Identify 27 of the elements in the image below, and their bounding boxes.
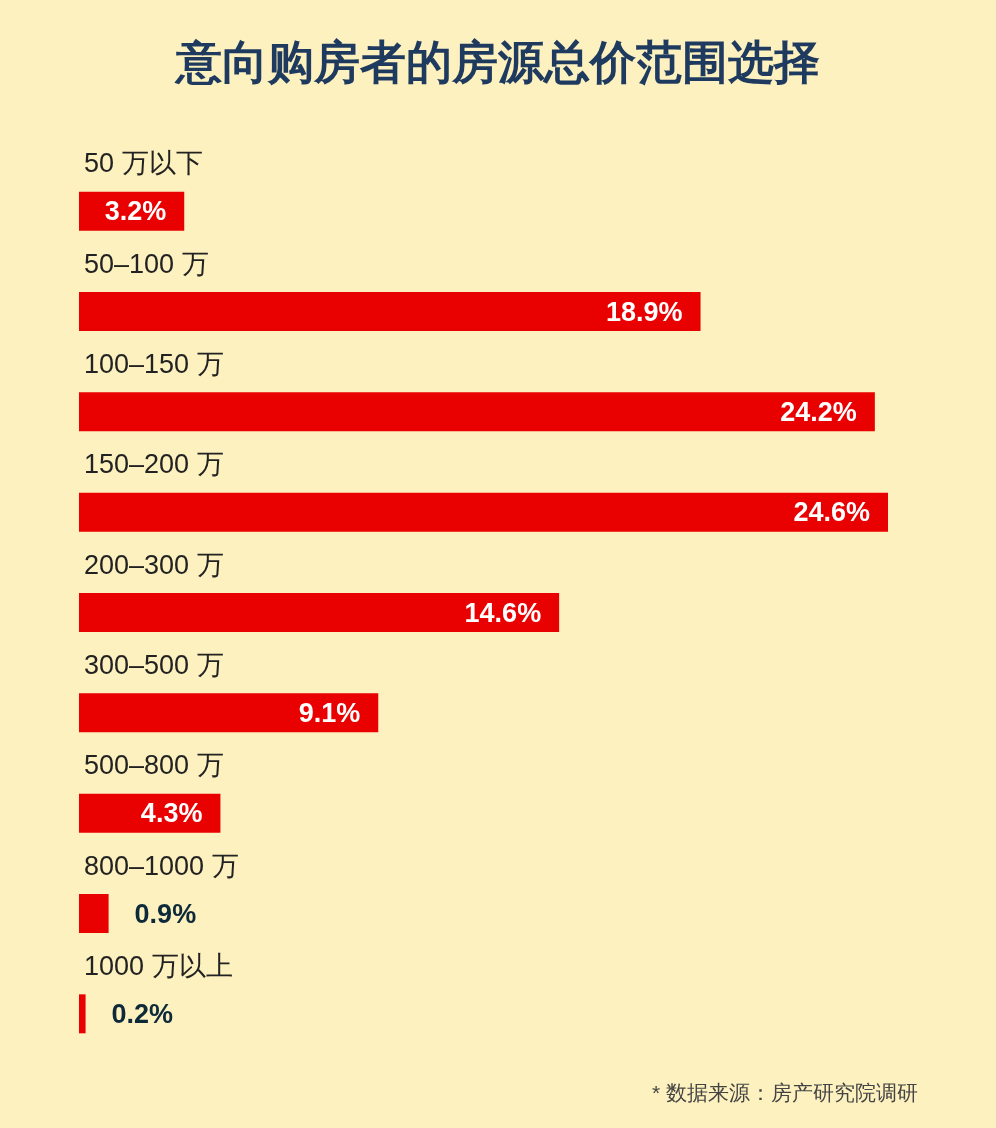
y-tick-label: 800–1000 万 bbox=[84, 850, 239, 881]
data-label: 14.6% bbox=[464, 597, 542, 628]
y-tick-label: 300–500 万 bbox=[84, 649, 224, 680]
data-label: 24.6% bbox=[793, 497, 870, 528]
y-tick-label: 100–150 万 bbox=[84, 348, 224, 379]
y-tick-label: 50–100 万 bbox=[84, 248, 209, 279]
bar bbox=[79, 292, 701, 331]
bar bbox=[79, 492, 888, 532]
data-label: 3.2% bbox=[104, 196, 167, 227]
bar bbox=[79, 593, 560, 632]
y-tick-label: 50 万以下 bbox=[84, 148, 203, 179]
y-tick-label: 150–200 万 bbox=[84, 449, 224, 480]
data-label: 18.9% bbox=[605, 296, 683, 327]
bar bbox=[79, 994, 86, 1034]
bar bbox=[79, 392, 875, 432]
text: * 数据来源：房产研究院调研 bbox=[651, 1081, 919, 1104]
bar bbox=[79, 693, 379, 733]
y-tick-label: 200–300 万 bbox=[84, 549, 224, 580]
chart-title: 意向购房者的房源总价范围选择 bbox=[174, 36, 820, 88]
bar bbox=[79, 894, 109, 933]
data-label: 0.2% bbox=[111, 998, 174, 1029]
y-tick-label: 1000 万以上 bbox=[84, 950, 233, 981]
data-label: 4.3% bbox=[140, 798, 203, 829]
y-tick-label: 500–800 万 bbox=[84, 750, 224, 781]
data-label: 0.9% bbox=[134, 898, 197, 929]
data-label: 9.1% bbox=[298, 697, 361, 728]
data-label: 24.2% bbox=[780, 396, 857, 427]
